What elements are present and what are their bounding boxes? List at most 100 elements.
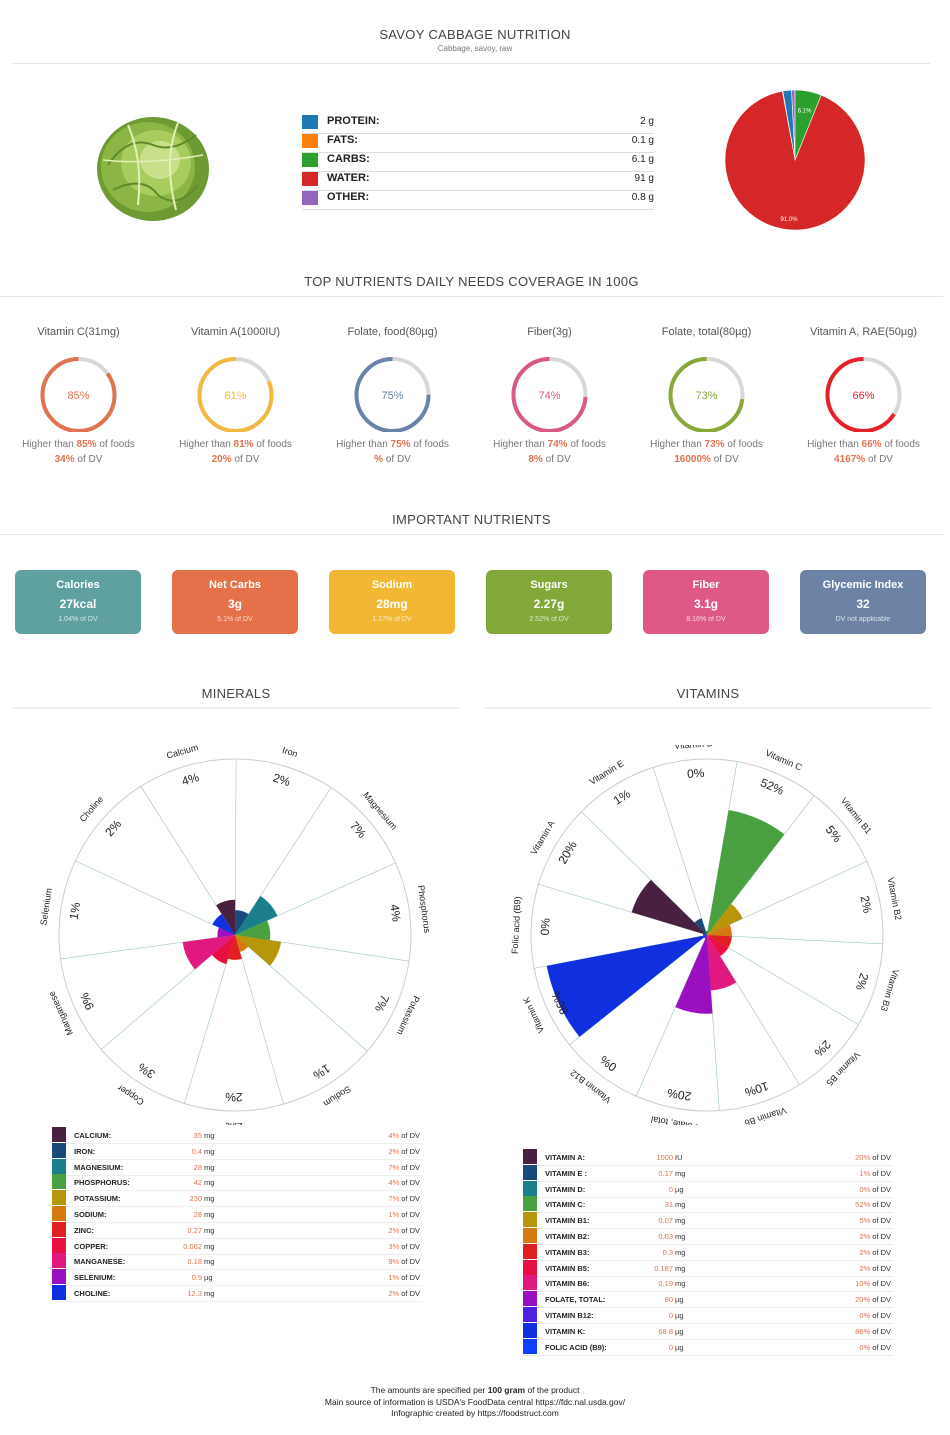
polar-value-label: 0% [597, 1052, 620, 1074]
important-title: IMPORTANT NUTRIENTS [392, 512, 551, 527]
polar-value-label: 1% [67, 901, 83, 921]
dv-pct: 4167% [834, 454, 866, 465]
nutrient-swatch [523, 1243, 537, 1259]
dv-pct: 86% [855, 1326, 871, 1336]
nutrient-unit: mg [675, 1200, 686, 1210]
nutrient-unit: µg [675, 1342, 684, 1352]
nutrient-unit: mg [204, 1210, 215, 1219]
dv-suffix: of DV [870, 1326, 891, 1336]
polar-grid-line [652, 767, 708, 936]
coverage-item: Vitamin A, RAE(50µg) 66% Higher than 66% o… [785, 326, 942, 467]
ring-percent: 66% [852, 390, 874, 402]
polar-bar-sodium [235, 935, 249, 952]
coverage-lines: Higher than 73% of foods 16000% of DV [628, 437, 785, 467]
polar-bar-iron [235, 910, 249, 935]
polar-grid-line [234, 759, 237, 936]
dv-pct: 0% [859, 1342, 871, 1352]
nutrient-qty: 0.03 [658, 1232, 673, 1241]
ring-percent: 85% [67, 390, 89, 402]
nutrient-row: VITAMIN E : 0.17 mg 1% of DV [523, 1164, 893, 1182]
nutrient-name: CALCIUM: [74, 1131, 112, 1140]
polar-category-label: Sodium [322, 1084, 353, 1109]
macro-name: WATER: [327, 172, 370, 184]
card-label: Calories [56, 579, 100, 591]
nutrient-qty: 35 [193, 1131, 202, 1140]
coverage-ring: 81% [197, 357, 274, 433]
fats-swatch [302, 134, 318, 148]
dv-pct: 5% [859, 1216, 871, 1226]
higher-text: Higher than [650, 439, 705, 450]
nutrient-row: COPPER: 0.062 mg 3% of DV [52, 1237, 422, 1255]
coverage-name: Folate, total(80µg) [661, 326, 752, 338]
of-foods: of foods [881, 439, 920, 450]
nutrient-name: MAGNESIUM: [74, 1162, 124, 1172]
nutrient-dv: 0% of DV [859, 1343, 891, 1352]
nutrient-swatch [52, 1174, 66, 1190]
coverage-lines: Higher than 75% of foods% of DV [314, 437, 471, 467]
nutrient-unit: mg [204, 1131, 215, 1140]
nutrient-row: IRON: 0.4 mg 2% of DV [52, 1142, 422, 1160]
dv-suffix: of DV [870, 1184, 891, 1194]
polar-bar-vitamin-b3 [707, 935, 732, 948]
polar-value-label: 0% [538, 917, 553, 935]
dv-pct: 2% [859, 1263, 871, 1273]
polar-value-label: 2% [271, 771, 292, 789]
polar-category-label: Choline [78, 794, 106, 824]
nutrient-swatch [52, 1158, 66, 1174]
nutrient-unit: mg [204, 1289, 215, 1298]
nutrient-swatch [52, 1142, 66, 1158]
polar-bar-vitamin-d [705, 931, 708, 935]
card-value: 28mg [376, 597, 408, 611]
nutrient-name: ZINC: [74, 1225, 94, 1235]
nutrient-swatch [52, 1237, 66, 1253]
coverage-lines: Higher than 85% of foods 34% of DV [0, 437, 157, 467]
nutrient-name: SELENIUM: [74, 1273, 116, 1283]
nutrient-name: FOLIC ACID (B9): [545, 1342, 607, 1352]
pie-slice-water [724, 90, 866, 231]
higher-text: Higher than [179, 439, 234, 450]
dv-pct: 1% [388, 1273, 400, 1283]
nutrient-swatch [52, 1127, 66, 1142]
nutrient-swatch [523, 1164, 537, 1180]
polar-value-label: 5% [823, 823, 845, 846]
nutrient-card: Calories 27kcal 1.04% of DV [15, 570, 141, 634]
nutrient-qty: 0.062 [183, 1241, 202, 1251]
nutrient-qty: 42 [193, 1178, 202, 1188]
polar-category-label: Potassium [395, 994, 422, 1036]
polar-category-label: Folate, total [650, 1114, 698, 1125]
coverage-higher: Higher than 85% of foods [0, 437, 157, 452]
nutrient-row: ZINC: 0.27 mg 2% of DV [52, 1221, 422, 1239]
dv-suffix: of DV [399, 1194, 420, 1204]
nutrient-dv: 2% of DV [388, 1226, 420, 1235]
higher-text: Higher than [336, 439, 391, 450]
nutrient-name: COPPER: [74, 1241, 109, 1251]
nutrient-dv: 10% of DV [855, 1279, 891, 1288]
nutrient-qty: 0.9 [191, 1273, 202, 1283]
nutrient-row: VITAMIN C: 31 mg 52% of DV [523, 1196, 893, 1214]
nutrient-dv: 1% of DV [859, 1169, 891, 1178]
minerals-title: MINERALS [201, 686, 271, 701]
nutrient-row: MANGANESE: 0.18 mg 9% of DV [52, 1253, 422, 1271]
nutrient-row: VITAMIN D: 0 µg 0% of DV [523, 1180, 893, 1198]
polar-bar-magnesium [235, 895, 278, 935]
polar-bar-vitamin-b6 [707, 935, 737, 991]
polar-category-label: Vitamin K [521, 996, 546, 1035]
higher-text: Higher than [807, 439, 862, 450]
dv-pct: 2% [388, 1225, 400, 1235]
nutrient-row: VITAMIN B1: 0.07 mg 5% of DV [523, 1212, 893, 1230]
dv-suffix: of DV [870, 1295, 891, 1305]
polar-grid-line [581, 811, 708, 936]
ring-progress [354, 357, 431, 433]
macro-row-carbs: CARBS: 6.1 g [302, 152, 654, 172]
nutrient-qty: 0 [668, 1311, 673, 1320]
of-dv: of DV [383, 454, 411, 465]
nutrient-name: VITAMIN B5: [545, 1263, 590, 1273]
of-foods: of foods [253, 439, 292, 450]
polar-grid-line [234, 934, 284, 1105]
polar-value-label: 20% [666, 1086, 692, 1104]
of-dv: of DV [542, 454, 571, 465]
nutrient-name: SODIUM: [74, 1210, 107, 1219]
footer-note: The amounts are specified per 100 gram o… [370, 1385, 580, 1395]
ring-progress [40, 357, 117, 433]
dv-suffix: of DV [870, 1263, 891, 1273]
